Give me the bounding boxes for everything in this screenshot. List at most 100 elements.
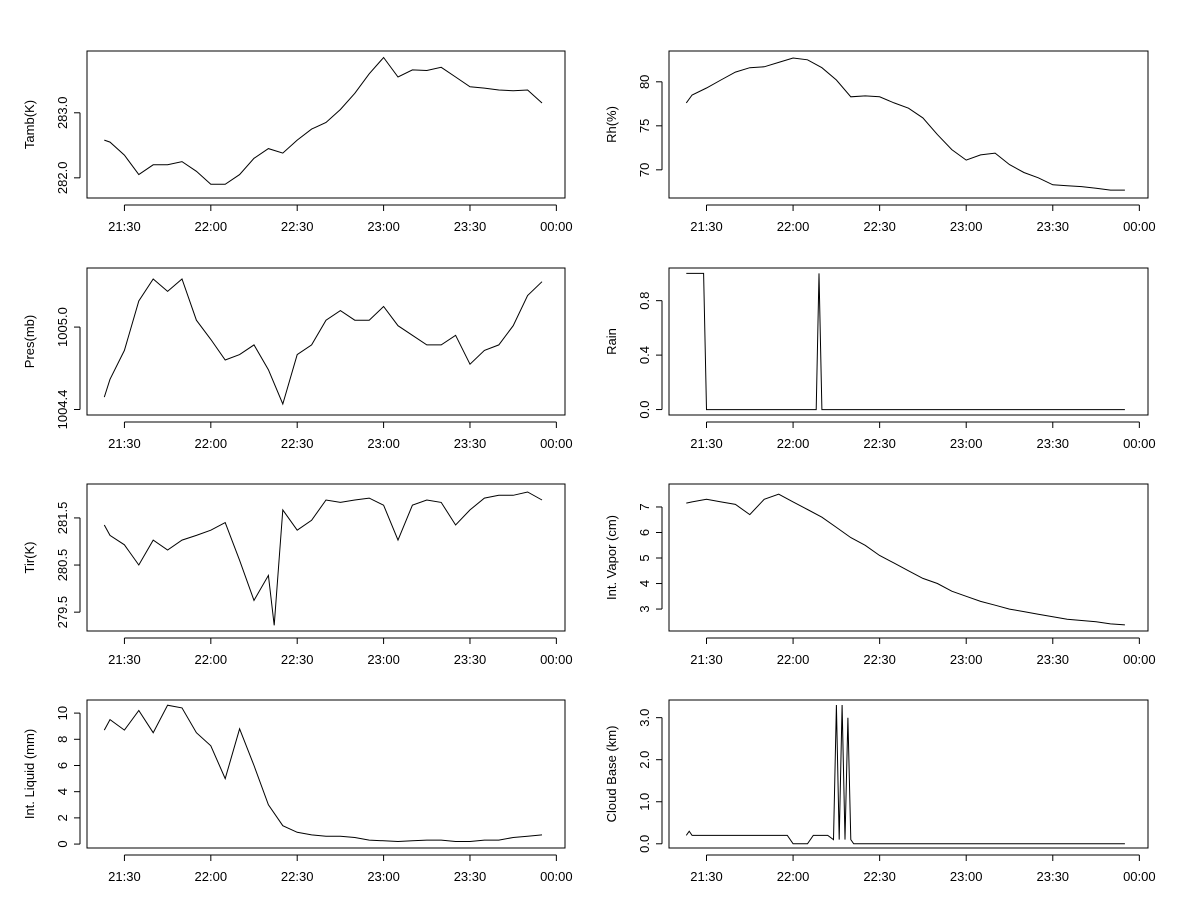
x-tick-label: 23:30 (1037, 436, 1070, 451)
x-tick-label: 22:00 (777, 652, 810, 667)
x-tick-label: 23:00 (367, 219, 400, 234)
x-tick-label: 21:30 (690, 869, 723, 884)
plot-box (668, 483, 1149, 632)
x-tick-label: 22:00 (195, 219, 228, 234)
plot-box (668, 699, 1149, 849)
x-tick-label: 21:30 (108, 219, 141, 234)
x-tick-label: 22:00 (777, 869, 810, 884)
x-tick-label: 00:00 (1123, 219, 1156, 234)
x-tick-label: 23:00 (950, 436, 983, 451)
x-tick-label: 22:00 (777, 219, 810, 234)
plot-box (668, 50, 1149, 199)
y-axis-title: Int. Liquid (mm) (22, 729, 37, 819)
y-axis-title: Rh(%) (604, 106, 619, 143)
y-tick-label: 280.5 (55, 549, 70, 582)
y-axis-title: Cloud Base (km) (604, 726, 619, 823)
y-tick-label: 1005.0 (55, 307, 70, 347)
x-tick-label: 22:30 (281, 436, 314, 451)
y-tick-label: 282.0 (55, 162, 70, 195)
y-tick-label: 0.0 (637, 401, 652, 419)
y-axis-title: Tir(K) (22, 541, 37, 573)
x-tick-label: 00:00 (1123, 869, 1156, 884)
y-tick-label: 2.0 (637, 751, 652, 769)
data-line (104, 56, 543, 185)
y-tick-label: 0.4 (637, 346, 652, 364)
plot-box (86, 267, 566, 416)
x-tick-label: 00:00 (540, 436, 573, 451)
y-tick-label: 279.5 (55, 596, 70, 629)
x-tick-label: 00:00 (540, 219, 573, 234)
x-tick-label: 22:30 (863, 219, 896, 234)
y-tick-label: 0.0 (637, 835, 652, 853)
y-tick-label: 5 (637, 554, 652, 561)
y-tick-label: 4 (637, 580, 652, 587)
x-tick-label: 23:30 (454, 869, 487, 884)
x-tick-label: 21:30 (108, 869, 141, 884)
y-tick-label: 0.8 (637, 292, 652, 310)
y-tick-label: 0 (55, 840, 70, 847)
data-line (103, 278, 543, 406)
plot-box (86, 699, 566, 849)
data-line (685, 704, 1125, 845)
y-tick-label: 3 (637, 605, 652, 612)
y-axis-title: Rain (604, 328, 619, 355)
y-tick-label: 6 (637, 529, 652, 536)
y-tick-label: 2 (55, 814, 70, 821)
x-tick-label: 21:30 (690, 436, 723, 451)
x-tick-label: 23:00 (950, 869, 983, 884)
y-tick-label: 1004.4 (55, 390, 70, 430)
x-tick-label: 22:30 (863, 436, 896, 451)
x-tick-label: 22:00 (195, 652, 228, 667)
y-tick-label: 70 (637, 163, 652, 177)
x-tick-label: 23:00 (950, 652, 983, 667)
x-tick-label: 23:30 (1037, 652, 1070, 667)
data-line (686, 272, 1125, 411)
x-tick-label: 22:30 (863, 652, 896, 667)
x-tick-label: 22:00 (777, 436, 810, 451)
x-tick-label: 21:30 (690, 219, 723, 234)
y-tick-label: 8 (55, 736, 70, 743)
data-line (686, 493, 1125, 626)
x-tick-label: 00:00 (540, 869, 573, 884)
y-tick-label: 283.0 (55, 97, 70, 130)
data-line (685, 57, 1125, 191)
x-tick-label: 23:00 (367, 869, 400, 884)
x-tick-label: 23:30 (1037, 869, 1070, 884)
y-tick-label: 6 (55, 762, 70, 769)
x-tick-label: 23:30 (454, 436, 487, 451)
x-tick-label: 21:30 (690, 652, 723, 667)
plot-box (86, 483, 566, 632)
x-tick-label: 22:30 (863, 869, 896, 884)
data-line (103, 704, 543, 843)
x-tick-label: 23:00 (367, 436, 400, 451)
y-tick-label: 3.0 (637, 709, 652, 727)
x-tick-label: 00:00 (1123, 436, 1156, 451)
x-tick-label: 23:30 (454, 652, 487, 667)
x-tick-label: 23:30 (1037, 219, 1070, 234)
x-tick-label: 00:00 (540, 652, 573, 667)
y-tick-label: 4 (55, 788, 70, 795)
x-tick-label: 22:30 (281, 219, 314, 234)
y-tick-label: 7 (637, 503, 652, 510)
y-tick-label: 281.5 (55, 502, 70, 535)
y-tick-label: 10 (55, 706, 70, 720)
y-axis-title: Pres(mb) (22, 315, 37, 368)
x-tick-label: 21:30 (108, 436, 141, 451)
x-tick-label: 22:30 (281, 869, 314, 884)
x-tick-label: 22:30 (281, 652, 314, 667)
x-tick-label: 22:00 (195, 436, 228, 451)
x-tick-label: 23:00 (367, 652, 400, 667)
x-tick-label: 21:30 (108, 652, 141, 667)
y-tick-label: 80 (637, 75, 652, 89)
y-axis-title: Int. Vapor (cm) (604, 515, 619, 600)
y-axis-title: Tamb(K) (22, 100, 37, 149)
plot-box (668, 267, 1149, 416)
y-tick-label: 1.0 (637, 793, 652, 811)
x-tick-label: 00:00 (1123, 652, 1156, 667)
plot-box (86, 50, 566, 199)
data-line (103, 491, 543, 626)
x-tick-label: 23:00 (950, 219, 983, 234)
x-tick-label: 22:00 (195, 869, 228, 884)
y-tick-label: 75 (637, 119, 652, 133)
